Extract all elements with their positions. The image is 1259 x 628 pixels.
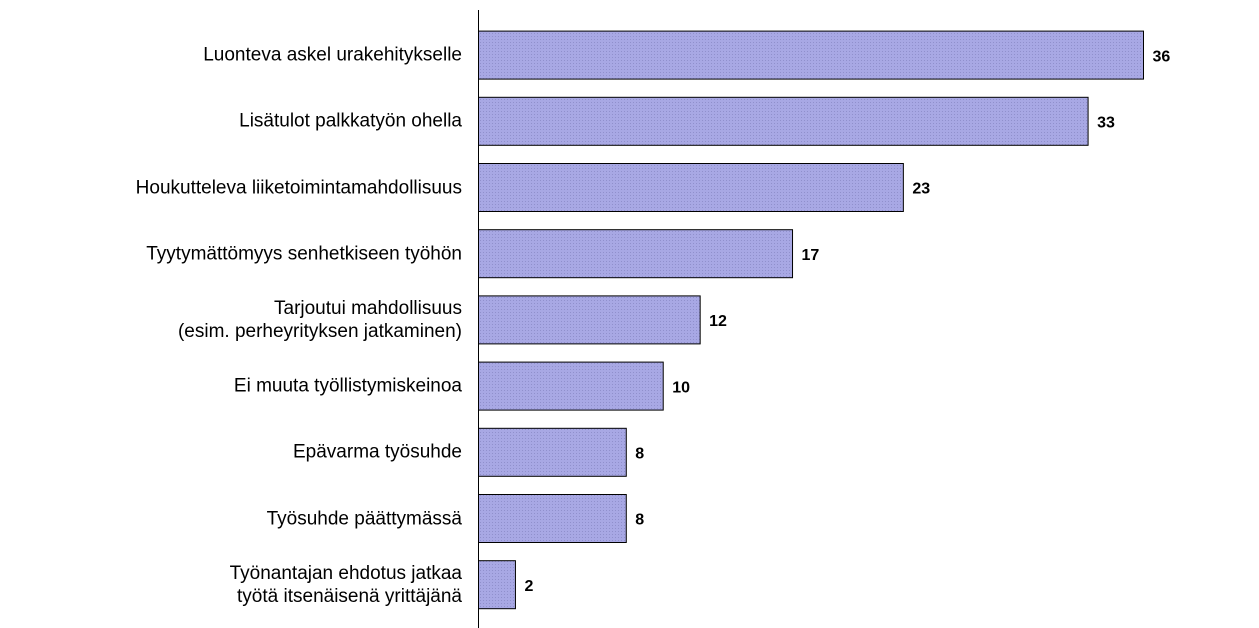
bar (478, 494, 627, 543)
bar (478, 30, 1144, 80)
category-label: Lisätulot palkkatyön ohella (239, 110, 462, 132)
bar (478, 295, 701, 345)
category-label: Työnantajan ehdotus jatkaa työtä itsenäi… (229, 562, 462, 607)
value-label: 17 (802, 247, 820, 264)
category-label: Luonteva askel urakehitykselle (203, 44, 462, 66)
value-label: 2 (524, 578, 533, 595)
value-label: 12 (709, 313, 727, 330)
bar (478, 560, 516, 610)
category-label: Työsuhde päättymässä (266, 508, 462, 529)
value-label: 36 (1153, 48, 1171, 65)
category-label: Tarjoutui mahdollisuus (esim. perheyrity… (177, 297, 462, 342)
bar (478, 163, 904, 212)
value-label: 33 (1097, 115, 1115, 132)
category-label: Tyytymättömyys senhetkiseen työhön (146, 243, 462, 265)
bar (478, 361, 664, 411)
bar (478, 229, 794, 279)
bar (478, 96, 1089, 146)
value-label: 10 (672, 379, 690, 396)
category-label: Houkutteleva liiketoimintamahdollisuus (135, 177, 462, 198)
category-label: Ei muuta työllistymiskeinoa (233, 375, 462, 397)
bar (478, 427, 627, 477)
value-label: 23 (912, 181, 930, 198)
category-label: Epävarma työsuhde (293, 441, 462, 463)
value-label: 8 (635, 512, 644, 529)
value-label: 8 (635, 446, 644, 463)
